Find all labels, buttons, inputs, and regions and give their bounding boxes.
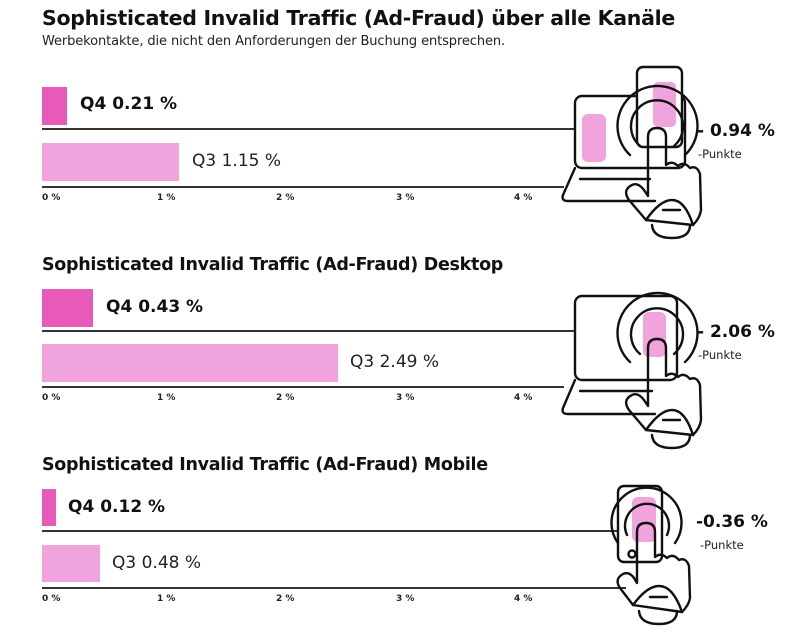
divider-line <box>42 530 618 532</box>
section-title: Sophisticated Invalid Traffic (Ad-Fraud)… <box>42 455 488 475</box>
tick-label: 3 % <box>396 594 415 604</box>
tick-label: 2 % <box>276 594 295 604</box>
tick-label: 3 % <box>396 393 415 403</box>
tick-label: 4 % <box>514 193 533 203</box>
delta-unit: -Punkte <box>698 147 742 161</box>
tick-label: 0 % <box>42 193 61 203</box>
tick-label: 3 % <box>396 193 415 203</box>
bar-q4 <box>42 489 56 526</box>
tick-label: 1 % <box>157 193 176 203</box>
bar-q3 <box>42 545 100 582</box>
tick-label: 0 % <box>42 393 61 403</box>
divider-line <box>42 330 576 332</box>
tick-label: 2 % <box>276 393 295 403</box>
tick-label: 0 % <box>42 594 61 604</box>
bar-q4 <box>42 289 93 327</box>
label-q4: Q4 0.43 % <box>106 297 204 317</box>
label-q3: Q3 0.48 % <box>112 553 202 573</box>
delta-value: - 2.06 % <box>697 322 775 342</box>
bar-q4 <box>42 87 67 125</box>
chart-title: Sophisticated Invalid Traffic (Ad-Fraud)… <box>42 6 675 30</box>
bar-q3 <box>42 143 179 181</box>
tick-label: 2 % <box>276 193 295 203</box>
tick-label: 4 % <box>514 393 533 403</box>
laptop-phone-tap-icon <box>561 65 703 240</box>
label-q4: Q4 0.21 % <box>80 94 178 114</box>
bar-q3 <box>42 344 338 382</box>
delta-value: - 0.94 % <box>697 121 775 141</box>
delta-unit: -Punkte <box>700 538 744 552</box>
divider-line <box>42 128 576 130</box>
axis-line <box>42 186 564 188</box>
delta-value: -0.36 % <box>696 512 768 532</box>
label-q3: Q3 1.15 % <box>192 151 282 171</box>
axis-line <box>42 386 564 388</box>
section-title: Sophisticated Invalid Traffic (Ad-Fraud)… <box>42 255 504 275</box>
label-q4: Q4 0.12 % <box>68 497 166 517</box>
axis-line <box>42 587 626 589</box>
tick-label: 1 % <box>157 393 176 403</box>
phone-tap-icon <box>610 484 692 626</box>
tick-label: 4 % <box>514 594 533 604</box>
tick-label: 1 % <box>157 594 176 604</box>
delta-unit: -Punkte <box>698 348 742 362</box>
label-q3: Q3 2.49 % <box>350 352 440 372</box>
chart-subtitle: Werbekontakte, die nicht den Anforderung… <box>42 34 506 49</box>
laptop-tap-icon <box>561 291 703 450</box>
